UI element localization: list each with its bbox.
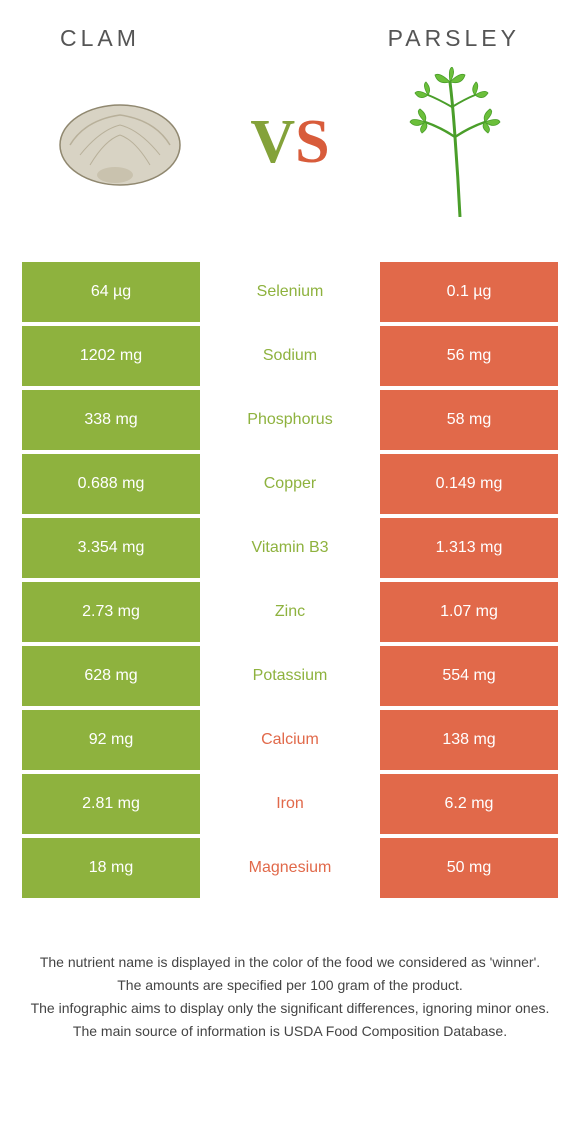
table-row: 0.688 mgCopper0.149 mg xyxy=(22,454,558,514)
left-value: 3.354 mg xyxy=(22,518,200,578)
footer-line: The amounts are specified per 100 gram o… xyxy=(30,975,550,996)
right-value: 50 mg xyxy=(380,838,558,898)
nutrient-name: Zinc xyxy=(200,582,380,642)
footer-line: The main source of information is USDA F… xyxy=(30,1021,550,1042)
footer-notes: The nutrient name is displayed in the co… xyxy=(0,902,580,1042)
right-food-title: PARSLEY xyxy=(388,25,520,52)
table-row: 628 mgPotassium554 mg xyxy=(22,646,558,706)
footer-line: The infographic aims to display only the… xyxy=(30,998,550,1019)
right-value: 1.07 mg xyxy=(380,582,558,642)
right-value: 0.149 mg xyxy=(380,454,558,514)
vs-label: VS xyxy=(250,107,329,178)
left-value: 2.81 mg xyxy=(22,774,200,834)
table-row: 64 µgSelenium0.1 µg xyxy=(22,262,558,322)
table-row: 338 mgPhosphorus58 mg xyxy=(22,390,558,450)
right-value: 0.1 µg xyxy=(380,262,558,322)
table-row: 92 mgCalcium138 mg xyxy=(22,710,558,770)
table-row: 1202 mgSodium56 mg xyxy=(22,326,558,386)
nutrient-name: Magnesium xyxy=(200,838,380,898)
nutrient-table: 64 µgSelenium0.1 µg1202 mgSodium56 mg338… xyxy=(0,262,580,898)
header: CLAM PARSLEY xyxy=(0,0,580,62)
nutrient-name: Calcium xyxy=(200,710,380,770)
left-value: 628 mg xyxy=(22,646,200,706)
nutrient-name: Phosphorus xyxy=(200,390,380,450)
left-food-title: CLAM xyxy=(60,25,140,52)
right-value: 138 mg xyxy=(380,710,558,770)
nutrient-name: Copper xyxy=(200,454,380,514)
table-row: 18 mgMagnesium50 mg xyxy=(22,838,558,898)
clam-icon xyxy=(50,72,190,212)
table-row: 2.81 mgIron6.2 mg xyxy=(22,774,558,834)
footer-line: The nutrient name is displayed in the co… xyxy=(30,952,550,973)
right-value: 554 mg xyxy=(380,646,558,706)
nutrient-name: Sodium xyxy=(200,326,380,386)
parsley-icon xyxy=(390,72,530,212)
left-value: 338 mg xyxy=(22,390,200,450)
image-row: VS xyxy=(0,62,580,262)
left-value: 1202 mg xyxy=(22,326,200,386)
table-row: 3.354 mgVitamin B31.313 mg xyxy=(22,518,558,578)
nutrient-name: Vitamin B3 xyxy=(200,518,380,578)
nutrient-name: Iron xyxy=(200,774,380,834)
right-value: 58 mg xyxy=(380,390,558,450)
table-row: 2.73 mgZinc1.07 mg xyxy=(22,582,558,642)
nutrient-name: Selenium xyxy=(200,262,380,322)
right-value: 56 mg xyxy=(380,326,558,386)
right-value: 6.2 mg xyxy=(380,774,558,834)
left-value: 92 mg xyxy=(22,710,200,770)
left-value: 64 µg xyxy=(22,262,200,322)
right-value: 1.313 mg xyxy=(380,518,558,578)
left-value: 0.688 mg xyxy=(22,454,200,514)
left-value: 18 mg xyxy=(22,838,200,898)
vs-s: S xyxy=(295,107,329,178)
left-value: 2.73 mg xyxy=(22,582,200,642)
vs-v: V xyxy=(250,107,295,178)
nutrient-name: Potassium xyxy=(200,646,380,706)
